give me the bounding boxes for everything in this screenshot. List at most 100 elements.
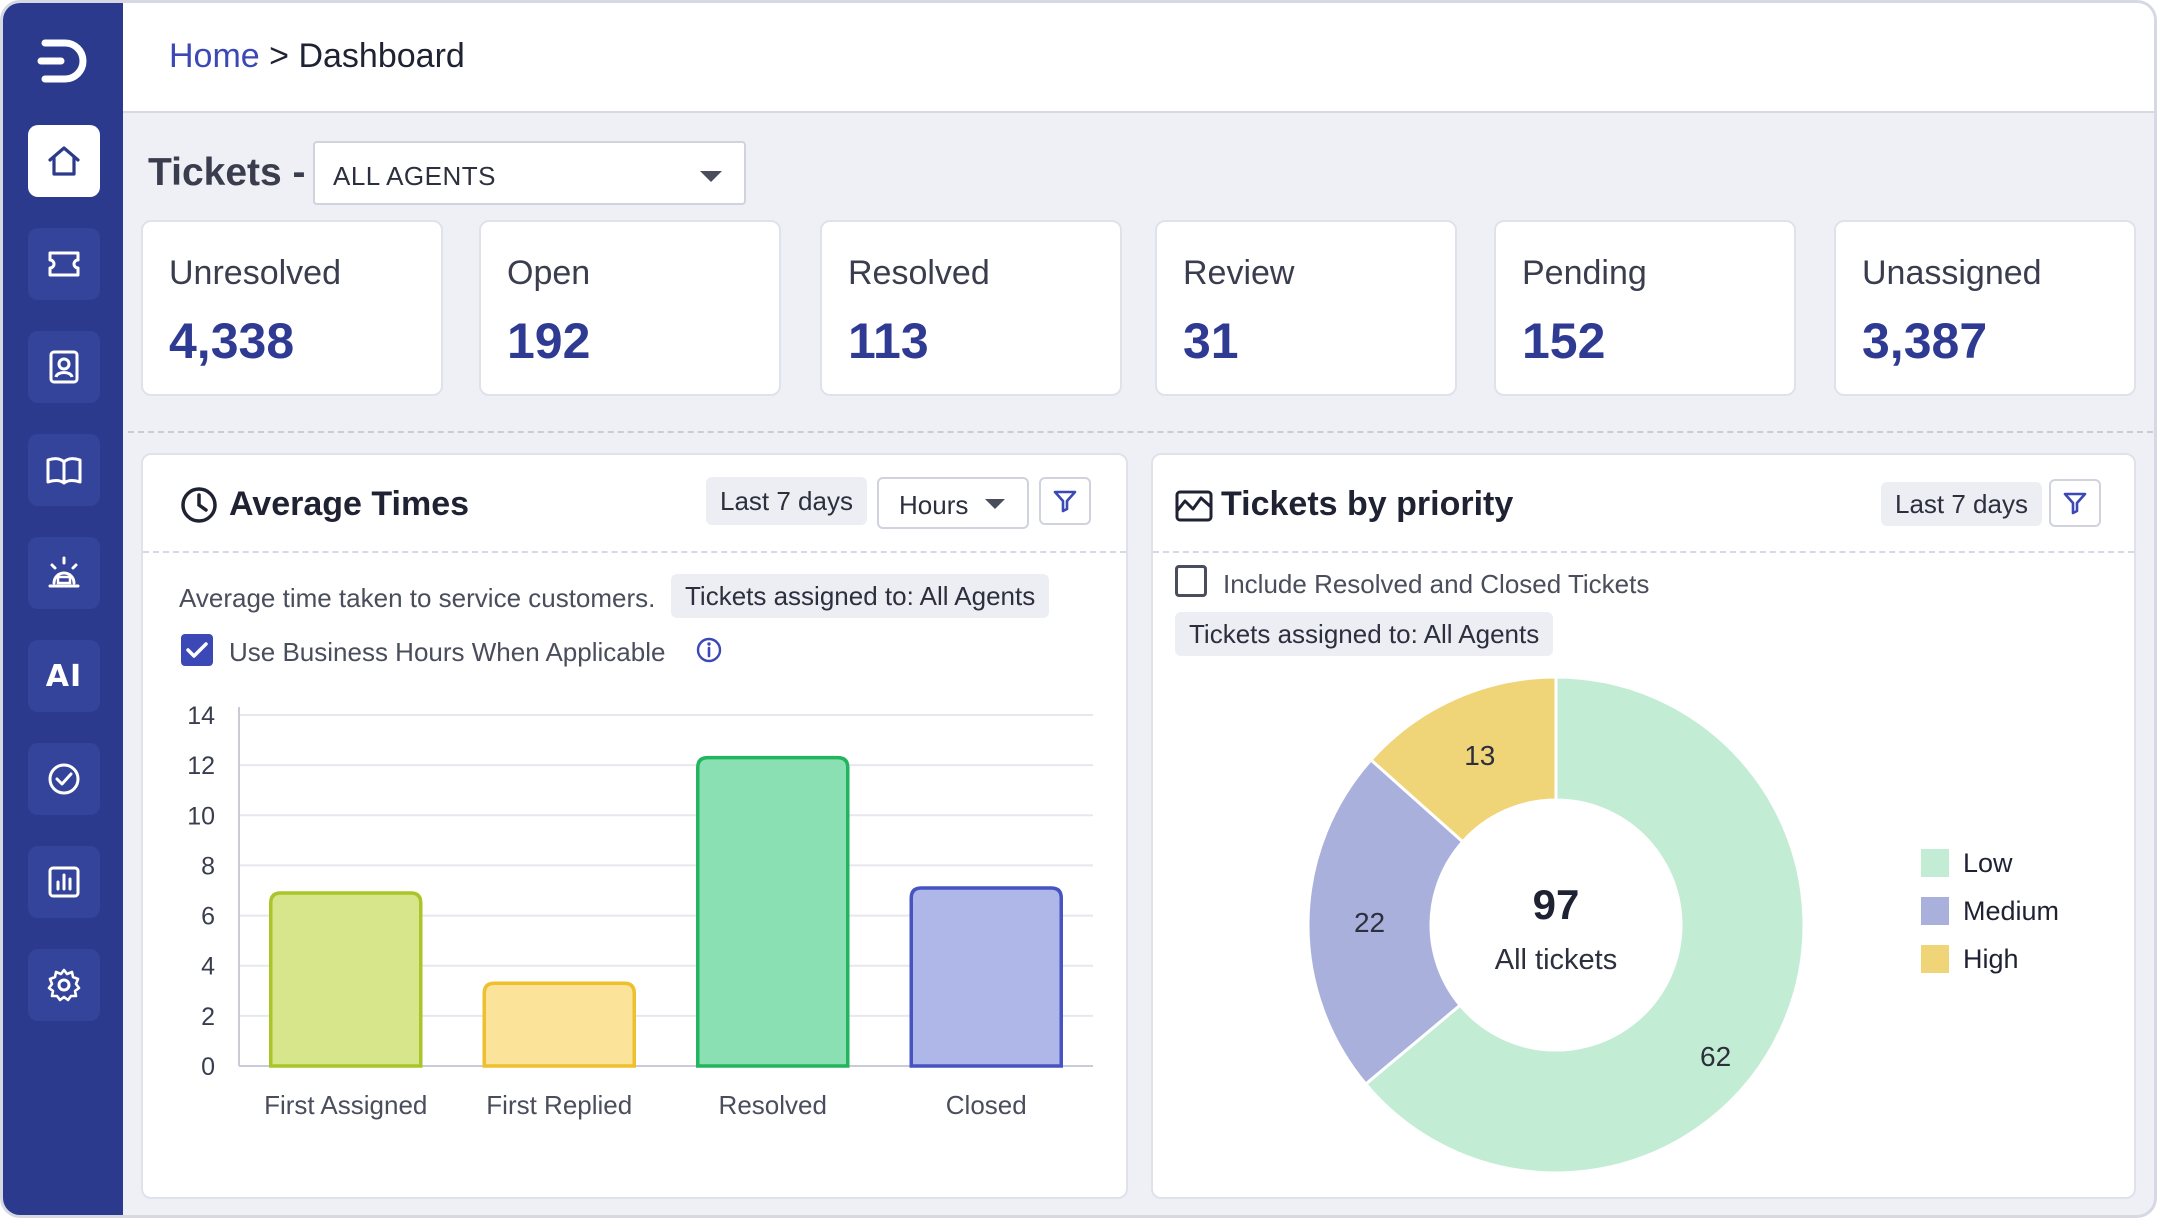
stat-value: 4,338 [169,313,295,369]
breadcrumb-home-link[interactable]: Home [169,37,260,75]
reports-icon [48,866,80,898]
priority-chart-icon [1175,490,1213,522]
unit-select-value: Hours [899,490,969,520]
stat-label: Unresolved [169,254,341,292]
bar-first-replied[interactable] [482,981,636,1068]
tickets-by-priority-panel: Tickets by priority Last 7 days Include … [1151,453,2136,1199]
average-times-filter-button[interactable] [1039,477,1091,525]
stat-card-unresolved[interactable]: Unresolved 4,338 [141,220,443,396]
business-hours-checkbox[interactable] [181,634,213,666]
legend-swatch-medium [1921,897,1949,925]
average-times-bar-chart: 0 2 4 6 8 10 12 14 First Assigned First Replied Re… [187,702,1093,1120]
ai-icon: AI [45,658,83,694]
stat-value: 113 [848,313,929,369]
y-tick-label: 12 [187,752,215,780]
agent-select-value: ALL AGENTS [333,161,496,191]
tasks-icon [48,763,80,795]
info-icon[interactable] [695,636,723,664]
tickets-by-priority-title: Tickets by priority [1221,485,1514,523]
donut-center-label: All tickets [1495,944,1617,976]
legend-label: High [1963,944,2019,974]
business-hours-label: Use Business Hours When Applicable [229,637,666,667]
stat-card-resolved[interactable]: Resolved 113 [820,220,1122,396]
assigned-to-chip[interactable]: Tickets assigned to: All Agents [671,574,1050,618]
legend-swatch-low [1921,849,1949,877]
breadcrumb-current: Dashboard [298,37,465,75]
sidebar-item-tasks[interactable] [28,743,100,815]
settings-icon [47,968,81,1002]
date-range-chip[interactable]: Last 7 days [1881,482,2042,526]
sidebar: AI [3,3,123,1215]
stat-card-pending[interactable]: Pending 152 [1494,220,1796,396]
stat-label: Pending [1522,254,1647,292]
y-tick-label: 10 [187,802,215,830]
include-resolved-label: Include Resolved and Closed Tickets [1223,569,1650,599]
stat-value: 31 [1183,313,1239,369]
stat-label: Resolved [848,254,990,292]
assigned-to-chip[interactable]: Tickets assigned to: All Agents [1175,612,1554,656]
chevron-down-icon [985,499,1005,509]
stat-label: Unassigned [1862,254,2042,292]
bar-resolved[interactable] [696,755,850,1068]
sidebar-item-home[interactable] [28,125,100,197]
y-tick-label: 14 [187,702,215,730]
stat-card-open[interactable]: Open 192 [479,220,781,396]
clock-icon [181,487,217,523]
slice-value-label: 62 [1700,1041,1731,1072]
y-tick-label: 4 [201,953,215,981]
x-tick-label: Resolved [719,1090,827,1120]
slice-medium[interactable] [1306,757,1465,1087]
average-times-panel: Average Times Last 7 days Hours Average … [141,453,1128,1199]
priority-filter-button[interactable] [2049,479,2101,527]
y-tick-label: 0 [201,1053,215,1081]
filter-icon [1053,490,1077,513]
stat-card-review[interactable]: Review 31 [1155,220,1457,396]
stat-card-unassigned[interactable]: Unassigned 3,387 [1834,220,2136,396]
x-tick-label: First Assigned [264,1090,427,1120]
app-logo-icon[interactable] [35,33,91,89]
panel-divider [1153,551,2134,553]
x-tick-label: First Replied [486,1090,632,1120]
filter-icon [2063,492,2087,515]
date-range-chip[interactable]: Last 7 days [706,477,867,525]
stat-value: 192 [507,313,591,369]
alerts-icon [48,556,80,588]
tickets-title: Tickets - [148,151,306,194]
sidebar-item-settings[interactable] [28,949,100,1021]
check-icon [186,642,208,658]
ticket-icon [48,251,80,277]
bar-closed[interactable] [909,886,1063,1068]
knowledge-base-icon [46,457,82,485]
x-tick-label: Closed [946,1090,1027,1120]
sidebar-item-tickets[interactable] [28,228,100,300]
breadcrumb: Home > Dashboard [169,37,465,76]
home-icon [48,146,80,176]
contacts-icon [49,350,79,384]
legend-label: Medium [1963,896,2059,926]
panel-divider [143,551,1126,553]
tickets-by-priority-donut-chart: 62 22 13 97 All tickets Low Medium High [1306,675,2059,1175]
include-resolved-checkbox[interactable] [1175,565,1207,597]
slice-value-label: 13 [1464,740,1495,771]
slice-high[interactable] [1368,675,1558,844]
sidebar-item-contacts[interactable] [28,331,100,403]
stat-label: Open [507,254,591,292]
legend-label: Low [1963,848,2013,878]
slice-value-label: 22 [1354,907,1385,938]
top-header: Home > Dashboard [123,3,2154,113]
y-tick-label: 8 [201,852,215,880]
average-times-title: Average Times [229,485,470,523]
sidebar-item-knowledge-base[interactable] [28,434,100,506]
donut-center-value: 97 [1533,881,1580,928]
sidebar-item-alerts[interactable] [28,537,100,609]
stat-value: 152 [1522,313,1606,369]
stat-value: 3,387 [1862,313,1988,369]
unit-select[interactable]: Hours [877,477,1029,529]
slice-low[interactable] [1363,675,1806,1175]
section-divider [128,431,2153,433]
agent-select[interactable]: ALL AGENTS [313,141,746,205]
bar-first-assigned[interactable] [269,891,423,1068]
sidebar-item-ai[interactable]: AI [28,640,100,712]
sidebar-item-reports[interactable] [28,846,100,918]
